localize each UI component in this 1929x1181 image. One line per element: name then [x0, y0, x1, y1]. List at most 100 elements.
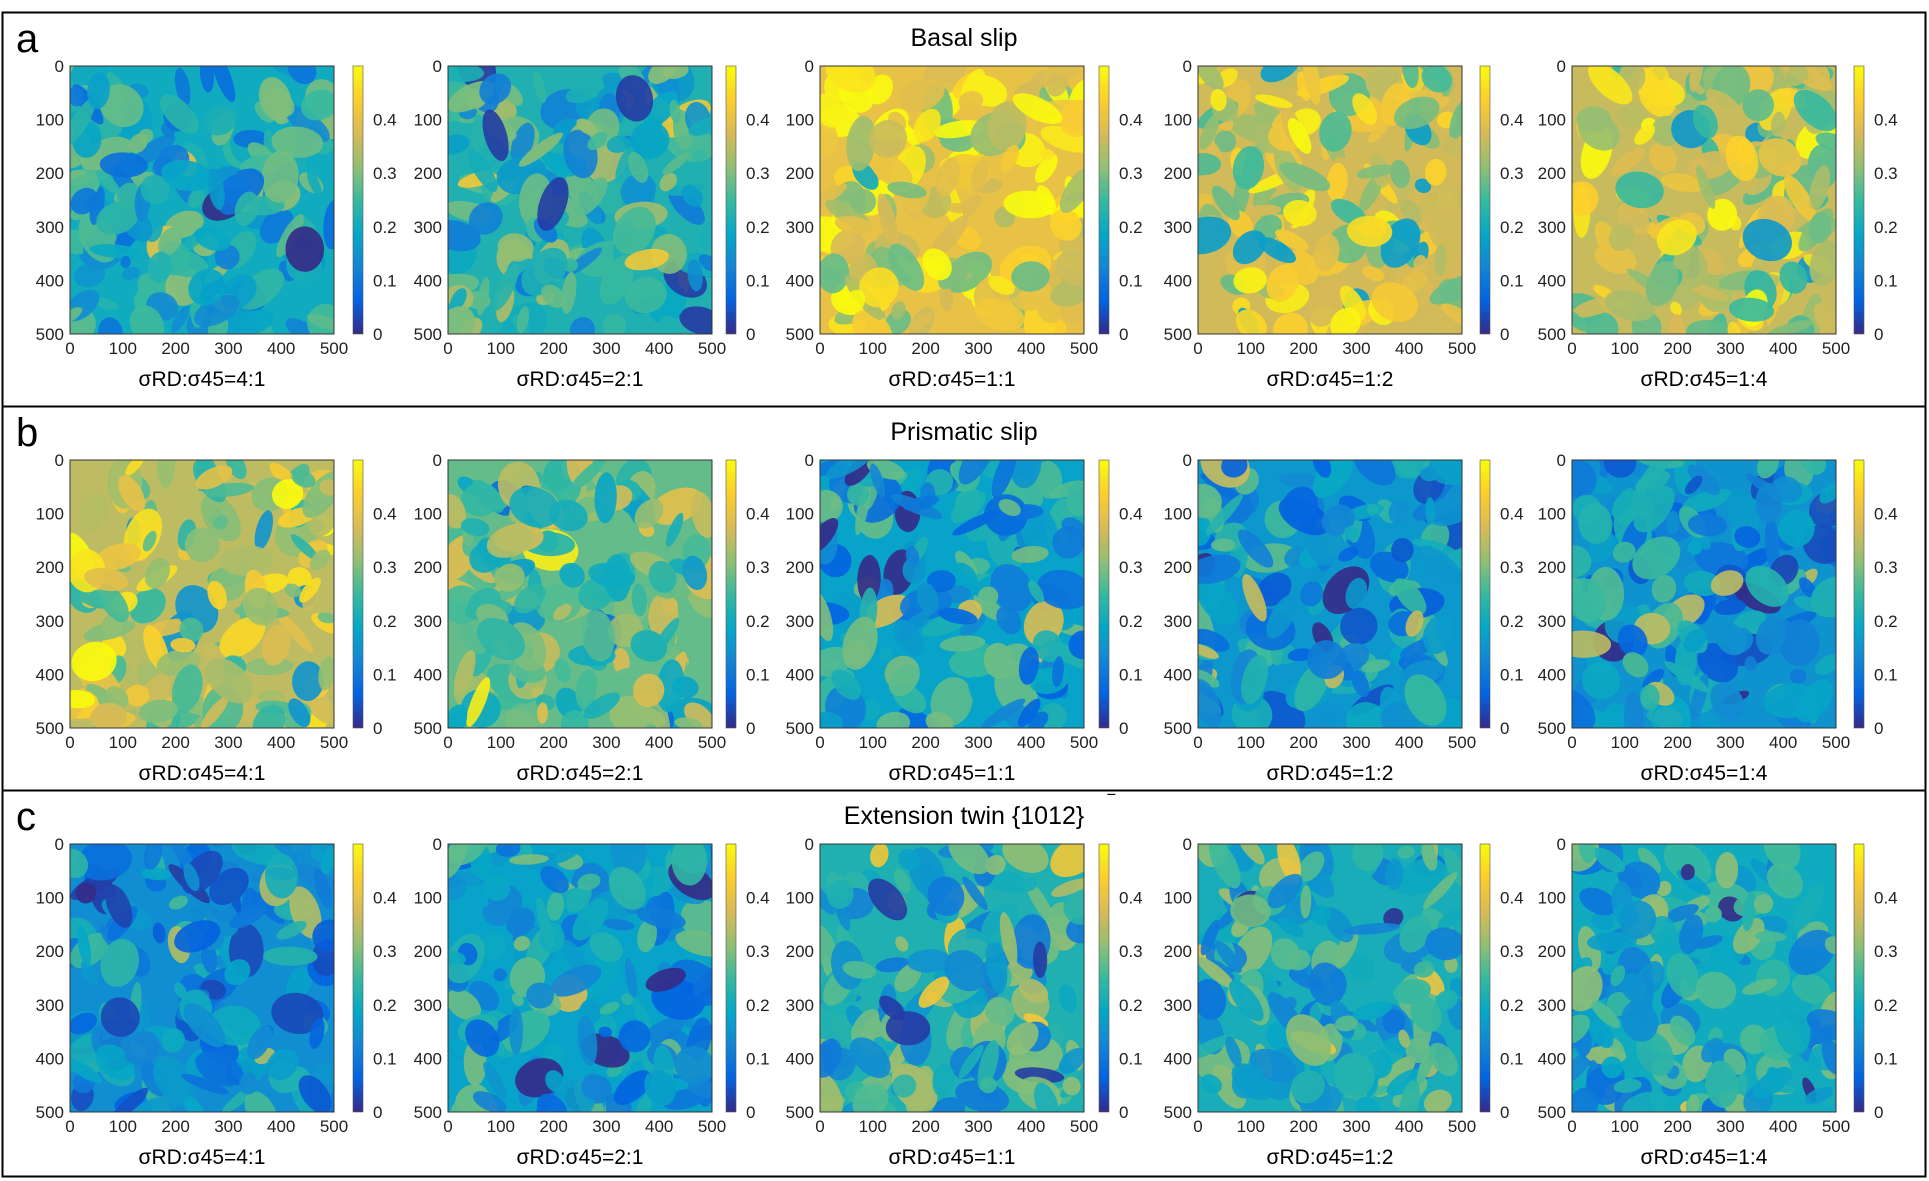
colorbar-tick-label: 0.3 [1874, 164, 1898, 183]
colorbar-tick-label: 0.3 [373, 942, 397, 961]
grain [870, 463, 886, 498]
grain [1198, 66, 1224, 91]
grain [1405, 1037, 1431, 1064]
grain [589, 932, 623, 962]
grain [820, 590, 834, 642]
grain [627, 151, 649, 183]
grain [1058, 1047, 1084, 1074]
grain [603, 554, 632, 602]
grain [1310, 905, 1332, 926]
grain [1198, 679, 1222, 728]
grain [892, 1074, 917, 1098]
grain [1578, 503, 1613, 544]
grain [939, 635, 986, 652]
colorbar-tick-label: 0.3 [373, 558, 397, 577]
grain [577, 873, 601, 891]
grain [125, 684, 150, 707]
grain [1355, 1096, 1381, 1112]
grain [1277, 917, 1304, 938]
y-tick-label: 200 [36, 558, 64, 577]
grain [1060, 99, 1084, 138]
grain [537, 702, 549, 724]
grain [615, 75, 654, 122]
grain [645, 967, 686, 992]
map-border [819, 843, 1085, 1113]
grain [926, 570, 956, 593]
grain [1371, 282, 1418, 323]
grain-map [1572, 844, 1836, 1112]
y-tick-label: 100 [1538, 505, 1566, 524]
x-tick-label: 300 [592, 1117, 620, 1136]
y-tick-label: 200 [786, 164, 814, 183]
grain [1623, 691, 1644, 728]
y-tick-label: 300 [1164, 996, 1192, 1015]
grain [484, 875, 511, 902]
grain [1645, 260, 1679, 307]
grain [514, 583, 546, 614]
grain [1345, 577, 1368, 609]
grain [903, 495, 940, 511]
grain [70, 98, 96, 147]
y-tick-label: 300 [1164, 612, 1192, 631]
grain [594, 472, 617, 524]
panel-letter: c [16, 795, 36, 839]
stress-ratio-label: σRD:σ45=1:2 [1267, 1146, 1394, 1169]
grain [1587, 931, 1637, 952]
x-tick-label: 300 [964, 339, 992, 358]
grain [99, 152, 148, 178]
y-tick-label: 400 [36, 665, 64, 684]
grain-map [1198, 460, 1462, 728]
colorbar [1098, 843, 1110, 1113]
grain [820, 646, 853, 677]
grain [1617, 102, 1648, 128]
colorbar [352, 459, 364, 729]
colorbar-tick-label: 0.1 [373, 1049, 397, 1068]
grain [888, 243, 925, 291]
x-tick-label: 100 [1237, 339, 1265, 358]
y-tick-label: 500 [1164, 1103, 1192, 1122]
map-border [447, 843, 713, 1113]
grain [1235, 309, 1267, 334]
grain [631, 995, 653, 1035]
grain [1034, 154, 1058, 184]
grain [651, 617, 680, 658]
colorbar-tick-label: 0.1 [746, 271, 770, 290]
grain [847, 483, 870, 506]
grain [174, 920, 221, 953]
grain [271, 992, 324, 1034]
grain [1642, 668, 1665, 690]
grain [118, 475, 146, 512]
grain [905, 545, 920, 567]
panel-frame [1, 789, 1927, 1178]
y-tick-label: 200 [414, 164, 442, 183]
colorbar [725, 459, 737, 729]
grain [448, 951, 466, 965]
y-tick-label: 500 [786, 325, 814, 344]
grain [99, 84, 144, 128]
grain [129, 588, 166, 624]
grain [1198, 669, 1220, 688]
grain [1062, 1076, 1081, 1096]
grain [1666, 510, 1680, 535]
grain [999, 912, 1018, 967]
grain [888, 663, 920, 697]
stress-ratio-label: σRD:σ45=1:4 [1641, 368, 1768, 391]
x-tick-label: 500 [1070, 733, 1098, 752]
x-tick-label: 0 [443, 339, 452, 358]
grain [1287, 118, 1312, 154]
y-tick-label: 300 [1538, 996, 1566, 1015]
x-tick-label: 200 [1289, 339, 1317, 358]
y-tick-label: 500 [414, 325, 442, 344]
grain [1727, 321, 1741, 334]
grain [977, 1039, 999, 1091]
y-tick-label: 100 [786, 505, 814, 524]
colorbar-tick-label: 0 [1874, 325, 1883, 344]
grain [936, 157, 960, 197]
grain-map [1572, 66, 1836, 334]
grain [204, 105, 238, 136]
x-tick-label: 100 [1611, 339, 1639, 358]
